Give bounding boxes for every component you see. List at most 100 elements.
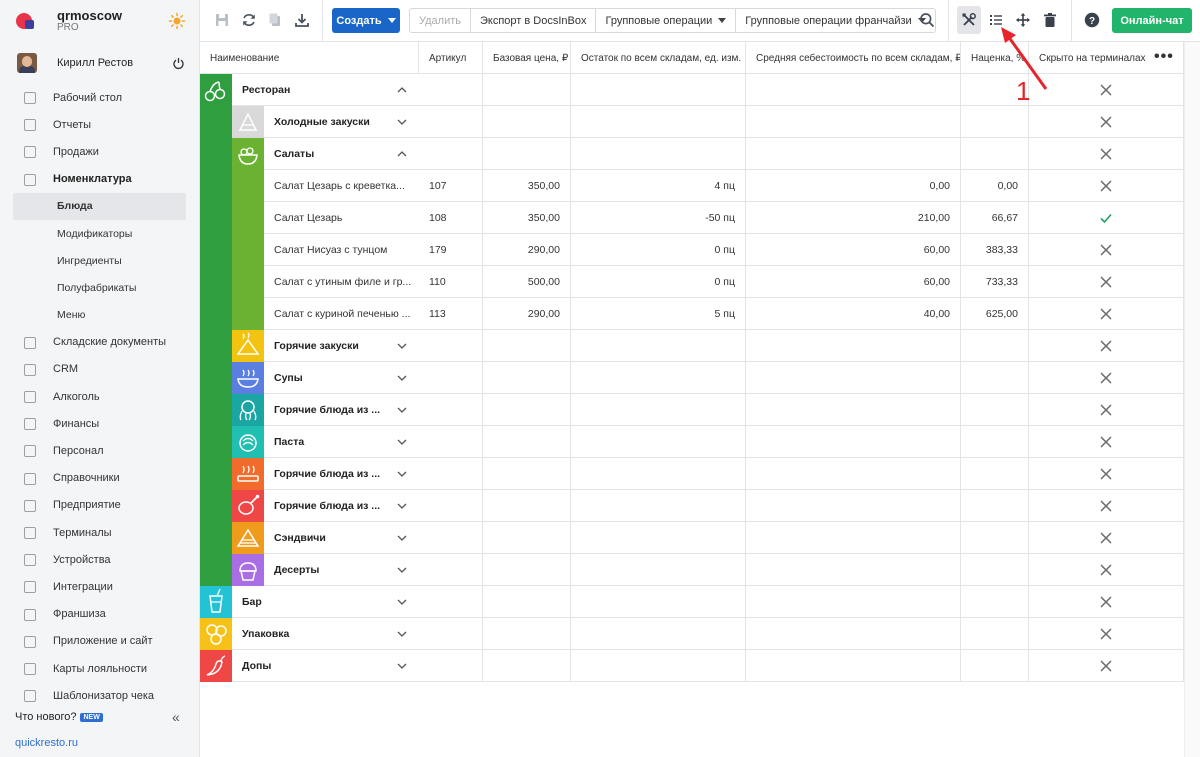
sidebar-item[interactable]: Отчеты — [0, 111, 200, 138]
sidebar-item[interactable]: Устройства — [0, 546, 200, 573]
chevron-down-icon[interactable] — [397, 533, 407, 543]
group-row[interactable] — [200, 138, 1184, 170]
item-name[interactable]: Салат с куриной печенью ... — [274, 308, 411, 320]
group-name[interactable]: Холодные закуски — [274, 116, 370, 128]
group-row[interactable] — [200, 618, 1184, 650]
org-name[interactable]: qrmoscow — [57, 8, 123, 23]
group-operations-franchise-dropdown[interactable]: Групповые операции франчайзи — [736, 9, 934, 32]
group-row[interactable] — [200, 74, 1184, 106]
item-name[interactable]: Салат с утиным филе и гр... — [274, 276, 412, 288]
group-operations-dropdown[interactable]: Групповые операции — [596, 9, 737, 32]
sidebar-item[interactable]: Интеграции — [0, 573, 200, 600]
chevron-down-icon[interactable] — [397, 661, 407, 671]
group-name[interactable]: Упаковка — [242, 628, 290, 640]
group-row[interactable] — [200, 490, 1184, 522]
group-row[interactable] — [200, 394, 1184, 426]
group-name[interactable]: Бар — [242, 596, 262, 608]
group-row[interactable] — [200, 106, 1184, 138]
sidebar-item[interactable]: Алкоголь — [0, 383, 200, 410]
group-row[interactable] — [200, 586, 1184, 618]
sidebar-item[interactable]: Карты лояльности — [0, 655, 200, 682]
whats-new-label[interactable]: Что нового? — [15, 711, 77, 723]
group-row[interactable] — [200, 458, 1184, 490]
chevron-down-icon[interactable] — [397, 469, 407, 479]
more-options-icon[interactable]: ••• — [1154, 48, 1174, 65]
column-header[interactable]: Наименование — [200, 42, 419, 74]
online-chat-button[interactable]: Онлайн-чат — [1112, 8, 1192, 33]
group-name[interactable]: Сэндвичи — [274, 532, 326, 544]
chevron-down-icon[interactable] — [397, 341, 407, 351]
list-view-icon[interactable] — [988, 12, 1004, 28]
chevron-down-icon[interactable] — [397, 373, 407, 383]
sidebar-item[interactable]: CRM — [0, 356, 200, 383]
chevron-down-icon[interactable] — [397, 117, 407, 127]
sidebar-subitem[interactable]: Ингредиенты — [0, 247, 200, 274]
item-name[interactable]: Салат Нисуаз с тунцом — [274, 244, 388, 256]
group-name[interactable]: Супы — [274, 372, 303, 384]
sidebar-subitem[interactable]: Полуфабрикаты — [0, 274, 200, 301]
trash-icon[interactable] — [1042, 12, 1058, 28]
sidebar-item[interactable]: Приложение и сайт — [0, 628, 200, 655]
group-operations-franchise-label[interactable]: Групповые операции франчайзи — [745, 14, 912, 27]
group-name[interactable]: Паста — [274, 436, 305, 448]
collapse-sidebar-icon[interactable]: « — [172, 709, 180, 725]
item-name[interactable]: Салат Цезарь — [274, 212, 343, 224]
delete-button[interactable]: Удалить — [410, 9, 471, 32]
column-header[interactable]: Остаток по всем складам, ед. изм. — [571, 42, 746, 74]
whats-new-link[interactable]: Что нового? NEW — [15, 711, 103, 723]
item-name[interactable]: Салат Цезарь с креветка... — [274, 180, 405, 192]
create-button-label[interactable]: Создать — [336, 14, 382, 27]
help-icon[interactable]: ? — [1084, 12, 1100, 28]
sidebar-item[interactable]: Рабочий стол — [0, 84, 200, 111]
chevron-down-icon[interactable] — [397, 629, 407, 639]
table-row[interactable]: 110 500,00 0 пц 60,00 733,33 — [200, 266, 1184, 298]
column-header[interactable]: Базовая цена, ₽ — [483, 42, 571, 74]
group-row[interactable] — [200, 554, 1184, 586]
group-row[interactable] — [200, 426, 1184, 458]
avatar[interactable] — [17, 53, 37, 73]
chevron-down-icon[interactable] — [397, 565, 407, 575]
table-row[interactable]: 179 290,00 0 пц 60,00 383,33 — [200, 234, 1184, 266]
export-docsinbox-button[interactable]: Экспорт в DocsInBox — [471, 9, 597, 32]
group-name[interactable]: Горячие блюда из ... — [274, 468, 381, 480]
column-header[interactable]: Наценка, % — [961, 42, 1029, 74]
group-name[interactable]: Горячие блюда из ... — [274, 404, 381, 416]
power-icon[interactable] — [172, 57, 185, 70]
group-name[interactable]: Десерты — [274, 564, 320, 576]
chevron-up-icon[interactable] — [397, 149, 407, 159]
sidebar-subitem[interactable]: Меню — [0, 302, 200, 329]
table-row[interactable]: 108 350,00 -50 пц 210,00 66,67 — [200, 202, 1184, 234]
copy-icon[interactable] — [267, 12, 283, 28]
column-header[interactable]: Средняя себестоимость по всем складам, ₽ — [746, 42, 961, 74]
group-row[interactable] — [200, 522, 1184, 554]
group-name[interactable]: Горячие закуски — [274, 340, 359, 352]
group-name[interactable]: Допы — [242, 660, 272, 672]
user-name[interactable]: Кирилл Рестов — [57, 57, 134, 69]
group-row[interactable] — [200, 330, 1184, 362]
save-icon[interactable] — [214, 12, 230, 28]
table-row[interactable]: 107 350,00 4 пц 0,00 0,00 — [200, 170, 1184, 202]
sun-icon[interactable] — [168, 12, 186, 30]
tools-icon[interactable] — [961, 12, 977, 28]
sidebar-item[interactable]: Предприятие — [0, 492, 200, 519]
sidebar-item[interactable]: Складские документы — [0, 329, 200, 356]
group-row[interactable] — [200, 650, 1184, 682]
sidebar-item[interactable]: Справочники — [0, 465, 200, 492]
group-name[interactable]: Ресторан — [242, 84, 291, 96]
sidebar-item[interactable]: Шаблонизатор чека — [0, 682, 200, 709]
sidebar-item[interactable]: Персонал — [0, 437, 200, 464]
create-button[interactable]: Создать — [332, 8, 400, 33]
footer-link[interactable]: quickresto.ru — [15, 737, 78, 749]
sidebar-item[interactable]: Номенклатура — [0, 166, 200, 193]
chevron-up-icon[interactable] — [397, 85, 407, 95]
column-header[interactable]: Скрыто на терминалах — [1029, 42, 1184, 74]
sidebar-item[interactable]: Франшиза — [0, 601, 200, 628]
sidebar-item[interactable]: Продажи — [0, 138, 200, 165]
table-row[interactable]: 113 290,00 5 пц 40,00 625,00 — [200, 298, 1184, 330]
group-operations-label[interactable]: Групповые операции — [605, 14, 713, 27]
search-icon[interactable] — [919, 12, 935, 28]
group-name[interactable]: Салаты — [274, 148, 315, 160]
sidebar-subitem[interactable]: Модификаторы — [0, 220, 200, 247]
sidebar-item[interactable]: Финансы — [0, 410, 200, 437]
refresh-icon[interactable] — [241, 12, 257, 28]
